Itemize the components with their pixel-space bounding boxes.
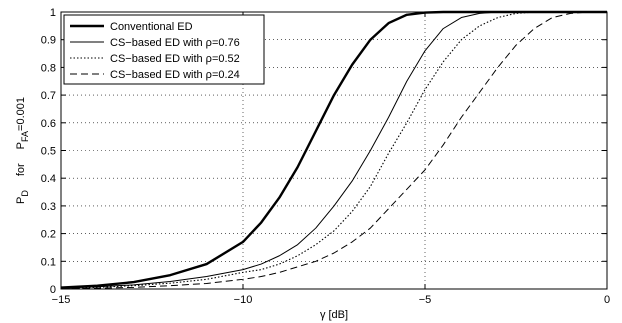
legend: Conventional ED CS−based ED with ρ=0.76 CS… bbox=[63, 14, 265, 85]
x-tick-label: −5 bbox=[419, 294, 432, 306]
y-tick-label: 0.1 bbox=[41, 256, 56, 268]
y-tick-label: 0.3 bbox=[41, 201, 56, 213]
y-tick-label: 0.7 bbox=[41, 90, 56, 102]
x-axis-label: γ [dB] bbox=[320, 309, 348, 321]
x-tick-label: 0 bbox=[604, 294, 610, 306]
y-axis-label-main-sub: D bbox=[20, 190, 30, 197]
x-tick-label: −10 bbox=[234, 294, 253, 306]
y-tick-label: 1 bbox=[50, 7, 56, 19]
y-tick-label: 0.2 bbox=[41, 229, 56, 241]
legend-label-2: CS−based ED with ρ=0.76 bbox=[110, 37, 240, 49]
y-axis-label-cond-value: =0.001 bbox=[15, 97, 27, 131]
legend-label-3: CS−based ED with ρ=0.52 bbox=[110, 53, 240, 65]
y-tick-label: 0.6 bbox=[41, 118, 56, 130]
legend-label-1: Conventional ED bbox=[110, 21, 193, 33]
y-tick-label: 0.9 bbox=[41, 35, 56, 47]
y-tick-label: 0 bbox=[50, 284, 56, 296]
axis-ticks: −15 −10 −5 0 0 0.1 0.2 0.3 0.4 0.5 0.6 0.7 0.8 0.9 1 bbox=[41, 7, 610, 306]
legend-label-4: CS−based ED with ρ=0.24 bbox=[110, 69, 240, 81]
series-line-4 bbox=[60, 11, 607, 290]
y-tick-label: 0.5 bbox=[41, 146, 56, 158]
x-tick-label: −15 bbox=[52, 294, 71, 306]
y-axis-label-main: P bbox=[15, 197, 27, 204]
y-tick-label: 0.4 bbox=[41, 173, 56, 185]
y-tick-label: 0.8 bbox=[41, 62, 56, 74]
y-axis-label-for: for bbox=[15, 163, 27, 176]
y-axis-label: PDforPFA=0.001 bbox=[15, 97, 30, 204]
y-axis-label-cond: P bbox=[15, 142, 27, 149]
y-axis-label-cond-sub: FA bbox=[20, 131, 30, 142]
